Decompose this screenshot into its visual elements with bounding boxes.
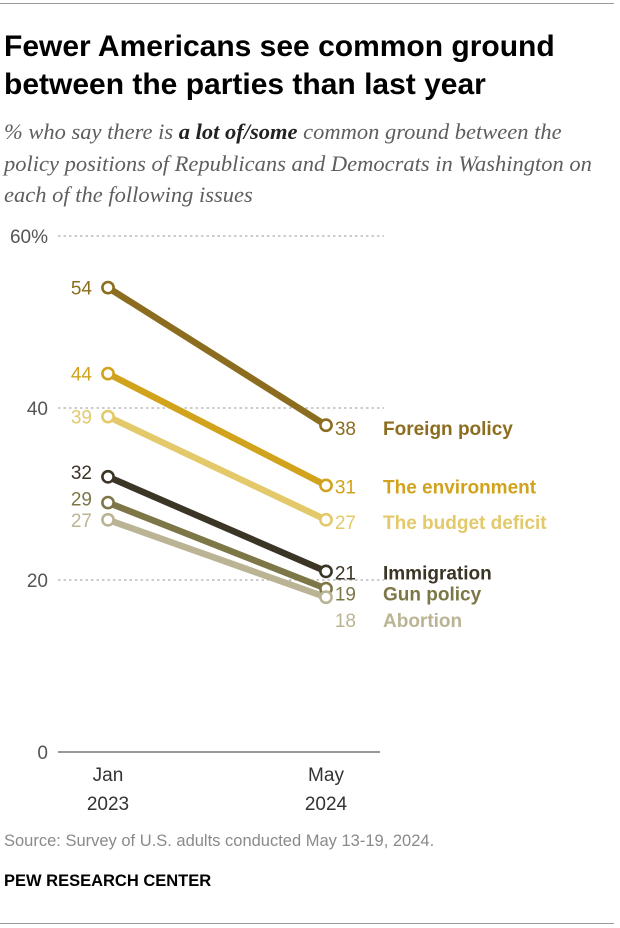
series-line: [104, 473, 330, 575]
series-name-label: Gun policy: [383, 585, 482, 606]
top-rule: [0, 3, 614, 4]
series-line: [104, 499, 330, 592]
series-name-label: The environment: [383, 477, 537, 498]
series-line: [104, 284, 330, 429]
subtitle-post: common ground between the policy positio…: [4, 119, 592, 207]
data-label-end: 19: [335, 585, 356, 606]
subtitle-emphasis: a lot of/some: [178, 119, 298, 144]
data-point: [319, 478, 333, 493]
data-label-start: 27: [71, 511, 92, 532]
data-label-start: 29: [71, 490, 92, 511]
data-label-end: 18: [335, 611, 356, 632]
y-tick-label: 40: [27, 399, 48, 420]
data-point: [319, 590, 333, 605]
data-label-end: 27: [335, 513, 356, 534]
x-tick-label-year: 2024: [305, 794, 348, 815]
y-tick-label: 20: [27, 571, 48, 592]
x-tick-label-month: Jan: [93, 765, 124, 786]
data-label-start: 39: [71, 408, 92, 429]
source-note: Source: Survey of U.S. adults conducted …: [4, 832, 435, 850]
data-label-end: 31: [335, 477, 356, 498]
data-point: [101, 366, 115, 381]
data-point: [319, 564, 333, 579]
series-line: [104, 413, 330, 524]
data-label-start: 32: [71, 463, 92, 484]
chart-title: Fewer Americans see common ground betwee…: [4, 30, 555, 101]
chart-subtitle: % who say there is a lot of/some common …: [4, 116, 616, 211]
data-label-end: 21: [335, 563, 356, 584]
data-point: [101, 495, 115, 510]
series-line: [104, 370, 330, 489]
series-name-label: Abortion: [383, 611, 462, 632]
data-point: [101, 512, 115, 527]
data-point: [101, 409, 115, 424]
data-point: [319, 512, 333, 527]
series-name-label: The budget deficit: [383, 513, 547, 534]
data-point: [319, 418, 333, 433]
data-label-start: 54: [71, 279, 93, 300]
subtitle-pre: % who say there is: [4, 119, 179, 144]
org-name: PEW RESEARCH CENTER: [4, 872, 212, 890]
data-point: [101, 469, 115, 484]
y-tick-label: 0: [37, 743, 48, 764]
data-point: [101, 280, 115, 295]
data-label-end: 38: [335, 419, 356, 440]
series-name-label: Immigration: [383, 563, 492, 584]
x-tick-label-year: 2023: [87, 794, 129, 815]
data-label-start: 44: [71, 365, 93, 386]
x-tick-label-month: May: [308, 765, 344, 786]
series-line: [104, 516, 330, 601]
bottom-rule: [0, 923, 614, 924]
y-tick-label: 60%: [10, 227, 48, 248]
series-name-label: Foreign policy: [383, 419, 513, 440]
